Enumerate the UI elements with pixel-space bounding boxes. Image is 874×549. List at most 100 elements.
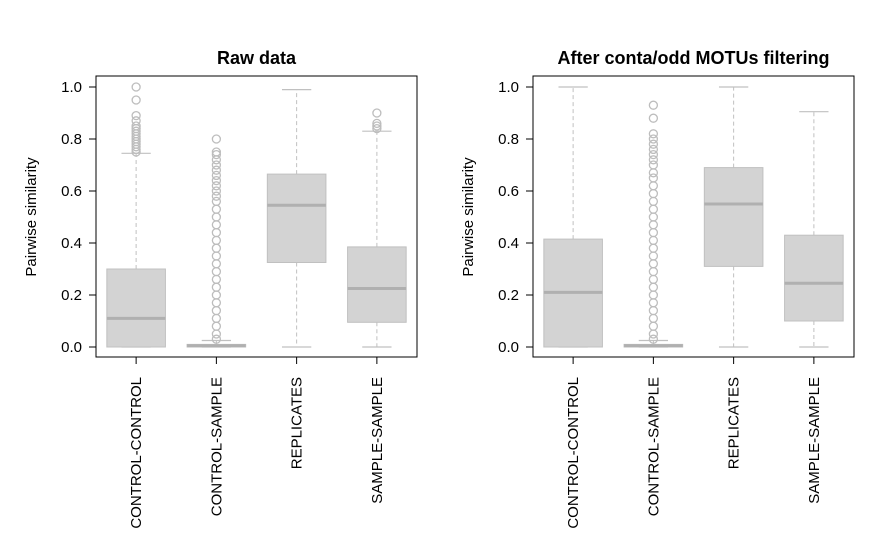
x-category-label: CONTROL-CONTROL xyxy=(565,377,582,529)
outlier-point xyxy=(211,181,222,191)
outlier-point xyxy=(648,204,659,214)
outlier-point xyxy=(211,305,222,316)
outlier-point xyxy=(648,155,659,165)
y-tick-label: 0.8 xyxy=(498,131,519,148)
outlier-point xyxy=(211,149,222,160)
outlier-point xyxy=(211,160,222,170)
outlier-point xyxy=(211,329,222,339)
outlier-point xyxy=(372,108,382,118)
outlier-point xyxy=(648,212,659,222)
outlier-point xyxy=(211,212,222,222)
y-tick-label: 0.0 xyxy=(498,339,519,356)
x-category-label: REPLICATES xyxy=(289,377,306,469)
outlier-point xyxy=(648,266,659,277)
outlier-point xyxy=(648,160,659,170)
panel-raw-data: Raw data Pairwise similarity 0.0 0.2 0.4 0.6 0… xyxy=(23,48,418,529)
outlier-point xyxy=(648,129,659,139)
outlier-point xyxy=(372,121,382,131)
outlier-point xyxy=(211,191,222,201)
outlier-point xyxy=(211,204,222,214)
outlier-point xyxy=(211,196,222,207)
x-category-label: SAMPLE-SAMPLE xyxy=(806,377,823,504)
outlier-point xyxy=(211,165,222,175)
outlier-point xyxy=(648,149,659,160)
outlier-point xyxy=(648,100,659,110)
box-iqr xyxy=(106,268,166,348)
chart-title: After conta/odd MOTUs filtering xyxy=(558,48,830,68)
outlier-point xyxy=(648,235,659,246)
outlier-point xyxy=(131,126,141,136)
outlier-point xyxy=(131,95,141,105)
outlier-point xyxy=(648,290,659,300)
plot-frame xyxy=(532,75,855,358)
y-tick-label: 0.6 xyxy=(61,183,82,200)
outlier-point xyxy=(648,251,659,261)
y-tick-label: 1.0 xyxy=(498,79,519,96)
outlier-point xyxy=(648,168,659,178)
outlier-point xyxy=(211,235,222,246)
box-sample-sample xyxy=(347,108,407,348)
outlier-point xyxy=(648,227,659,238)
outlier-point xyxy=(648,188,659,199)
box-replicates xyxy=(703,86,764,348)
outlier-point xyxy=(648,196,659,207)
outlier-point xyxy=(211,259,222,269)
outlier-point xyxy=(211,298,222,308)
outlier-point xyxy=(211,274,222,285)
outlier-point xyxy=(211,313,222,324)
box-replicates xyxy=(266,88,327,348)
outlier-point xyxy=(211,147,222,157)
outlier-point xyxy=(648,134,659,144)
box-control-sample xyxy=(186,134,247,348)
y-tick-label: 0.0 xyxy=(61,339,82,356)
box-control-sample xyxy=(623,100,684,348)
outlier-point xyxy=(211,282,222,292)
box-iqr xyxy=(266,173,327,264)
outlier-point xyxy=(131,116,141,126)
plot-frame xyxy=(95,75,418,358)
outlier-point xyxy=(211,134,222,144)
outlier-point xyxy=(211,290,222,300)
y-tick-label: 0.2 xyxy=(61,287,82,304)
outlier-point xyxy=(211,175,222,186)
box-iqr xyxy=(703,167,764,267)
y-tick-label: 1.0 xyxy=(61,79,82,96)
y-tick-label: 0.8 xyxy=(61,131,82,148)
x-category-label: CONTROL-SAMPLE xyxy=(208,377,225,516)
outlier-point xyxy=(211,186,222,196)
outlier-point xyxy=(211,266,222,277)
box-control-control xyxy=(106,82,166,348)
panel-after-filtering: After conta/odd MOTUs filtering Pairwise … xyxy=(460,48,855,529)
outlier-point xyxy=(131,121,141,131)
outlier-point xyxy=(211,251,222,261)
y-axis-label: Pairwise similarity xyxy=(460,157,477,277)
outlier-point xyxy=(648,298,659,308)
outlier-point xyxy=(211,170,222,181)
outlier-point xyxy=(211,321,222,331)
outlier-point xyxy=(648,243,659,253)
outlier-point xyxy=(648,173,659,183)
outlier-point xyxy=(648,220,659,230)
outlier-point xyxy=(648,181,659,191)
outlier-point xyxy=(372,123,382,134)
box-sample-sample xyxy=(784,111,844,348)
outlier-point xyxy=(211,243,222,253)
outlier-point xyxy=(648,139,659,149)
outlier-point xyxy=(648,305,659,316)
outlier-point xyxy=(648,329,659,339)
chart-title: Raw data xyxy=(217,48,297,68)
box-iqr xyxy=(784,234,844,322)
y-tick-label: 0.6 xyxy=(498,183,519,200)
y-tick-label: 0.4 xyxy=(498,235,519,252)
outlier-point xyxy=(648,321,659,331)
outlier-point xyxy=(648,282,659,292)
outlier-point xyxy=(648,144,659,155)
outlier-point xyxy=(648,334,659,344)
outlier-point xyxy=(131,82,141,92)
x-category-label: CONTROL-SAMPLE xyxy=(645,377,662,516)
outlier-point xyxy=(648,113,659,123)
box-iqr xyxy=(347,246,407,323)
x-category-label: REPLICATES xyxy=(726,377,743,469)
outlier-point xyxy=(648,313,659,324)
